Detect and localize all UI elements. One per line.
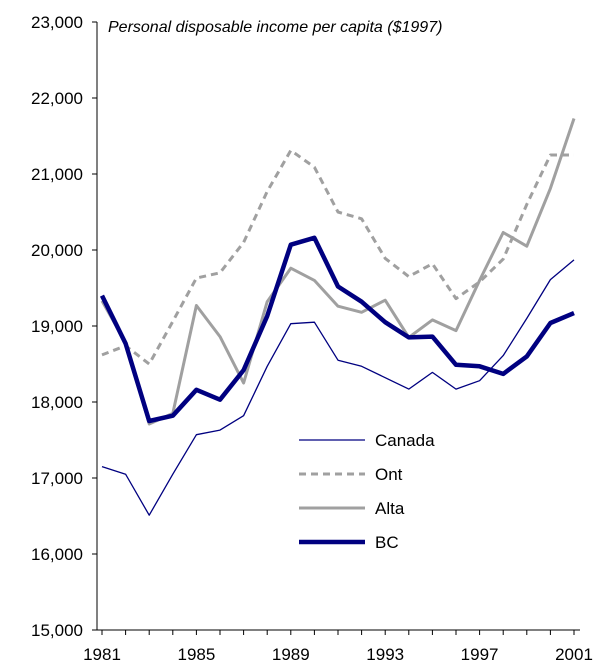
y-tick-label: 23,000 — [31, 13, 83, 32]
legend-label-alta: Alta — [375, 499, 405, 518]
x-tick-label: 1981 — [83, 645, 121, 664]
x-ticks: 1981 1985 1989 1993 1997 2001 — [83, 630, 593, 664]
y-tick-label: 18,000 — [31, 393, 83, 412]
series-line-ont — [101, 148, 574, 366]
y-tick-label: 21,000 — [31, 165, 83, 184]
series-line-bc — [99, 235, 575, 424]
series-layer — [99, 118, 576, 516]
y-tick-label: 16,000 — [31, 545, 83, 564]
x-tick-label: 1997 — [461, 645, 499, 664]
x-tick-label: 1989 — [272, 645, 310, 664]
legend-label-bc: BC — [375, 533, 399, 552]
y-ticks: 15,000 16,000 17,000 18,000 19,000 20,000 21,0… — [31, 13, 97, 640]
x-tick-label: 1993 — [366, 645, 404, 664]
y-tick-label: 17,000 — [31, 469, 83, 488]
y-tick-label: 15,000 — [31, 621, 83, 640]
x-tick-label: 2001 — [555, 645, 593, 664]
y-tick-label: 20,000 — [31, 241, 83, 260]
legend-label-canada: Canada — [375, 431, 435, 450]
series-line-canada — [101, 259, 575, 516]
x-tick-label: 1985 — [177, 645, 215, 664]
legend-label-ont: Ont — [375, 465, 403, 484]
chart-title: Personal disposable income per capita ($… — [108, 19, 442, 36]
series-line-alta — [100, 118, 576, 426]
legend: Canada Ont Alta BC — [299, 431, 435, 552]
y-tick-label: 22,000 — [31, 89, 83, 108]
y-tick-label: 19,000 — [31, 317, 83, 336]
